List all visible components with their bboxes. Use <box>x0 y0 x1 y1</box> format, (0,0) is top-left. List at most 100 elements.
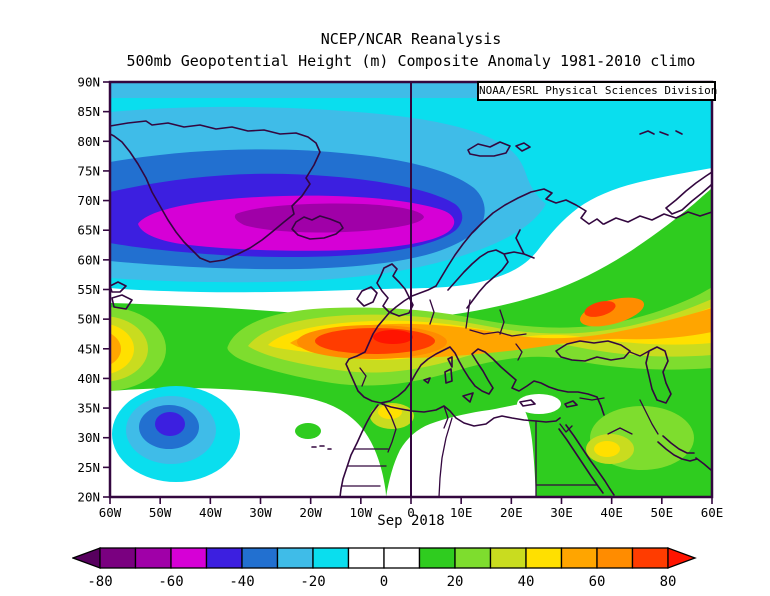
map-region-red-core-east <box>584 301 616 317</box>
lat-tick-label: 55N <box>77 282 100 297</box>
colorbar-segment <box>489 547 527 569</box>
coastline-scandinavia <box>435 188 604 287</box>
map-region-white-sahara <box>386 404 536 497</box>
lat-tick-label: 20N <box>77 490 100 505</box>
lat-tick-label: 30N <box>77 430 100 445</box>
lat-tick-label: 75N <box>77 163 100 178</box>
page-subtitle: 500mb Geopotential Height (m) Composite … <box>126 52 696 70</box>
colorbar-tick-label: -80 <box>87 574 112 590</box>
coastline-med-islands <box>423 356 578 408</box>
coastline-british-isles <box>356 263 414 317</box>
coastline-red-sea <box>558 424 615 496</box>
lon-tick-label: 20E <box>500 505 523 520</box>
colorbar-tick-label: 60 <box>589 574 606 590</box>
lat-tick-label: 80N <box>77 134 100 149</box>
lat-tick-label: 35N <box>77 401 100 416</box>
border-morocco-algeria <box>383 403 397 453</box>
colorbar-arrow-high <box>667 547 697 569</box>
coastline-labrador-newfoundland <box>110 281 133 310</box>
coastlines <box>110 120 712 497</box>
border-west-sahara <box>341 448 389 487</box>
coastline-iceland <box>291 215 344 240</box>
lon-tick-label: 0 <box>407 505 415 520</box>
map-region-west-edge-yellow <box>110 324 134 374</box>
coastline-europe-mainland <box>345 285 605 416</box>
date-caption: Sep 2018 <box>377 513 445 529</box>
credit-box: NOAA/ESRL Physical Sciences Division <box>477 81 717 101</box>
lon-tick-label: 10E <box>450 505 473 520</box>
colorbar-segment <box>170 547 208 569</box>
colorbar-tick-label: 20 <box>447 574 464 590</box>
map-region-canary-green <box>295 423 321 439</box>
lon-tick-label: 30E <box>550 505 573 520</box>
lat-tick-label: 65N <box>77 223 100 238</box>
colorbar-segment <box>241 547 279 569</box>
lon-tick-label: 50E <box>651 505 674 520</box>
border-libya-algeria <box>438 417 453 497</box>
coastline-africa-mediterranean <box>381 403 561 427</box>
map-region-arabia-yellow <box>594 441 620 457</box>
lat-tick-label: 70N <box>77 193 100 208</box>
colorbar-tick-label: 80 <box>660 574 677 590</box>
colorbar-segment <box>312 547 350 569</box>
lat-tick-label: 45N <box>77 341 100 356</box>
colorbar-tick-label: -40 <box>229 574 254 590</box>
colorbar-segment <box>454 547 492 569</box>
coastline-canary-islands <box>311 445 332 450</box>
coastline-svalbard <box>467 141 531 157</box>
map-region-west-edge-orange <box>110 333 121 365</box>
colorbar-segment <box>205 547 243 569</box>
colorbar-segment <box>631 547 669 569</box>
map-region-subtropical-indigo <box>155 412 185 436</box>
lat-tick-label: 90N <box>77 75 100 90</box>
lat-tick-label: 50N <box>77 312 100 327</box>
border-egypt <box>535 420 598 497</box>
lat-tick-label: 40N <box>77 371 100 386</box>
map-fill-layers <box>110 82 712 497</box>
colorbar-segment <box>525 547 563 569</box>
map-region-hot-core-channel <box>373 330 413 344</box>
map-region-west-edge-yellowgreen <box>110 316 148 382</box>
colorbar-tick-label: 40 <box>518 574 535 590</box>
map-region-deep-orange-east <box>579 297 645 327</box>
border-caucasus-anatolia <box>579 350 650 401</box>
lat-tick-label: 60N <box>77 252 100 267</box>
lon-tick-label: 20W <box>299 505 322 520</box>
lon-tick-label: 50W <box>149 505 172 520</box>
colorbar-tick-label: -20 <box>300 574 325 590</box>
country-borders <box>341 299 659 497</box>
plot-frame <box>108 80 714 499</box>
border-middle-east <box>559 399 659 435</box>
coastline-baltic <box>447 229 535 309</box>
colorbar-segment <box>383 547 421 569</box>
page-title: NCEP/NCAR Reanalysis <box>320 30 502 48</box>
lon-tick-label: 40E <box>600 505 623 520</box>
coastline-persian-gulf <box>657 435 712 471</box>
colorbar-arrow-low <box>72 547 101 569</box>
colorbar-tick-label: 0 <box>380 574 388 590</box>
coastline-black-sea <box>555 340 631 362</box>
lon-tick-label: 40W <box>199 505 222 520</box>
lat-tick-label: 25N <box>77 460 100 475</box>
lat-tick-label: 85N <box>77 104 100 119</box>
lon-tick-label: 60W <box>99 505 122 520</box>
colorbar-segment <box>134 547 172 569</box>
coastline-caspian-sea <box>645 346 672 404</box>
lon-tick-label: 30W <box>249 505 272 520</box>
colorbar-segment <box>276 547 314 569</box>
coastline-greenland <box>110 120 321 263</box>
coastline-novaya-zemlya <box>665 171 712 215</box>
coastline-russian-arctic <box>603 211 712 225</box>
colorbar-segment <box>347 547 385 569</box>
colorbar-segment <box>99 547 137 569</box>
lon-tick-label: 10W <box>350 505 373 520</box>
map-region-white-east-med <box>517 394 561 414</box>
lon-tick-label: 60E <box>701 505 724 520</box>
border-tunisia <box>443 405 449 429</box>
colorbar-segment <box>560 547 598 569</box>
colorbar-segment <box>418 547 456 569</box>
colorbar-tick-label: -60 <box>158 574 183 590</box>
colorbar: -80 -60 -40 -20 0 20 40 60 80 <box>72 547 697 590</box>
